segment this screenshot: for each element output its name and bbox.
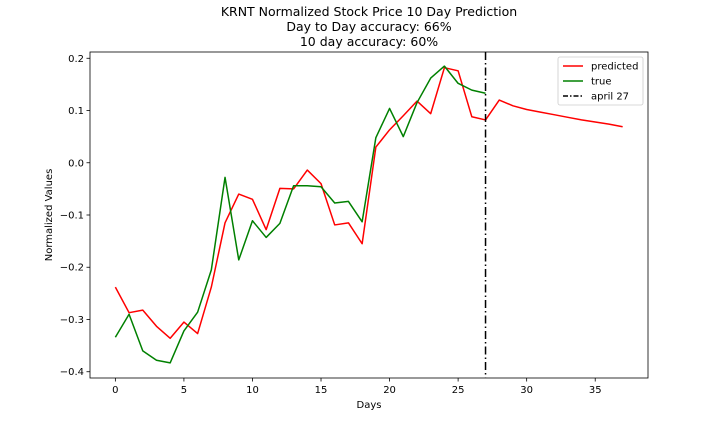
x-tick-label: 35	[589, 385, 602, 396]
x-tick-label: 20	[383, 385, 396, 396]
chart-title-line-3: 10 day accuracy: 60%	[300, 34, 438, 49]
legend-label-april-27: april 27	[591, 92, 629, 103]
series-line-true	[114, 65, 486, 364]
y-tick-label: −0.4	[60, 367, 84, 378]
series-line-predicted	[114, 66, 623, 340]
x-tick-label: 15	[315, 385, 328, 396]
y-tick-label: 0.0	[68, 158, 84, 169]
legend-label-predicted: predicted	[591, 62, 638, 73]
chart-legend: predicted true april 27	[557, 56, 644, 106]
x-tick-label: 25	[452, 385, 465, 396]
chart-title-line-2: Day to Day accuracy: 66%	[286, 19, 451, 34]
x-tick-label: 30	[520, 385, 533, 396]
y-tick-label: 0.1	[68, 106, 84, 117]
chart-title: KRNT Normalized Stock Price 10 Day Predi…	[221, 4, 517, 49]
x-tick-label: 10	[246, 385, 259, 396]
y-tick-label: 0.2	[68, 54, 84, 65]
chart-title-line-1: KRNT Normalized Stock Price 10 Day Predi…	[221, 4, 517, 19]
y-tick-label: −0.3	[60, 315, 84, 326]
y-tick-label: −0.1	[60, 211, 84, 222]
x-axis-label: Days	[357, 400, 382, 411]
x-tick-label: 5	[181, 385, 187, 396]
x-tick-label: 0	[112, 385, 118, 396]
legend-box	[557, 56, 644, 106]
y-tick-label: −0.2	[60, 263, 84, 274]
legend-label-true: true	[591, 77, 612, 88]
plot-area: 0 5 10 15 20 25 30 35 −0.4 −0.3 −0.2 −0.1 0.0 0.1 0.2	[60, 51, 649, 396]
y-axis-label: Normalized Values	[44, 169, 55, 262]
